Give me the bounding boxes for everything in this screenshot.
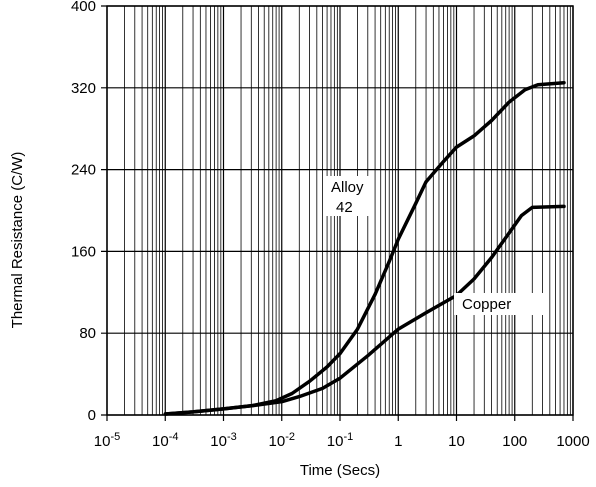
y-tick-label: 240 xyxy=(71,162,96,179)
y-tick-label: 320 xyxy=(71,80,96,97)
y-tick-label: 0 xyxy=(88,407,96,424)
y-axis-label: Thermal Resistance (C/W) xyxy=(9,152,26,329)
x-tick-label: 10-2 xyxy=(269,431,295,450)
y-tick-label: 80 xyxy=(79,325,96,342)
plot-frame xyxy=(106,5,574,416)
annotations: Alloy 42 Copper xyxy=(324,176,546,315)
x-tick-label: 10-1 xyxy=(327,431,353,450)
x-tick-label: 10-4 xyxy=(152,431,178,450)
alloy-label-line1: Alloy xyxy=(331,179,364,196)
x-tick-label: 10 xyxy=(448,433,465,450)
x-tick-label: 10-5 xyxy=(94,431,120,450)
series-line-alloy-42 xyxy=(163,80,566,416)
y-tick-labels: 0 80 160 240 320 400 xyxy=(71,0,96,424)
y-tick-label: 400 xyxy=(71,0,96,15)
x-tick-label: 1 xyxy=(394,433,402,450)
x-tick-label: 100 xyxy=(502,433,527,450)
y-tick-label: 160 xyxy=(71,243,96,260)
x-tick-labels: 10-5 10-4 10-3 10-2 10-1 1 10 100 1000 xyxy=(94,431,590,450)
x-tick-label: 1000 xyxy=(556,433,589,450)
x-axis-label: Time (Secs) xyxy=(300,462,380,479)
minor-grid xyxy=(124,6,571,415)
copper-label-bg xyxy=(454,293,546,315)
alloy-label-bg xyxy=(324,176,372,216)
data-lines xyxy=(163,80,566,416)
copper-label: Copper xyxy=(462,296,511,313)
x-tick-label: 10-3 xyxy=(210,431,236,450)
alloy-label-line2: 42 xyxy=(336,199,353,216)
series-line-copper xyxy=(163,204,566,416)
